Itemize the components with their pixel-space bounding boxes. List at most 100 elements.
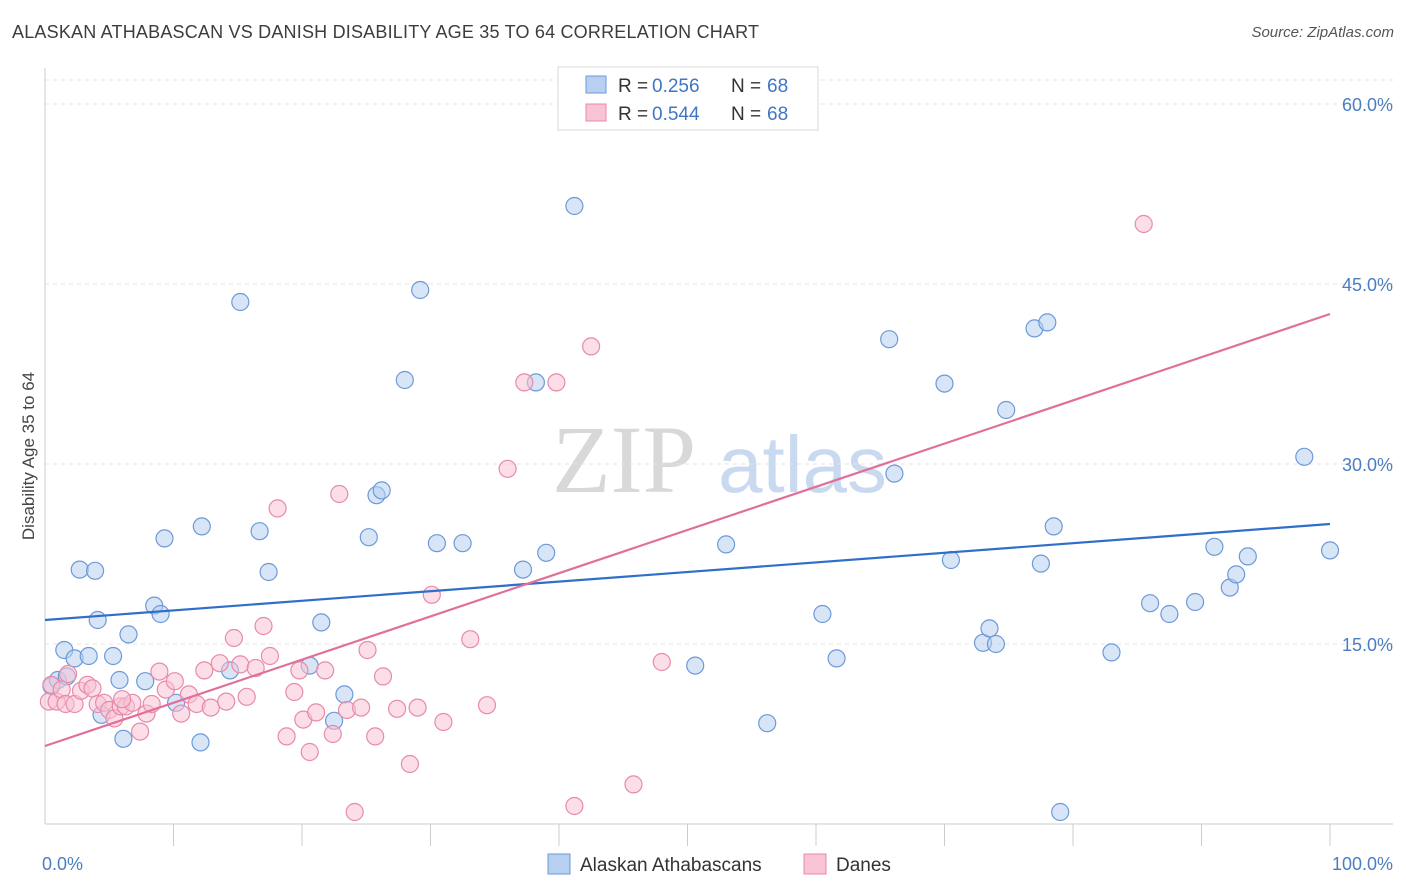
point-athabascan	[231, 292, 250, 312]
point-athabascan	[103, 646, 123, 666]
point-danes	[172, 704, 191, 723]
point-danes	[498, 459, 517, 478]
y-tick-label: 45.0%	[1342, 275, 1393, 295]
point-athabascan	[1185, 592, 1205, 612]
y-axis-label: Disability Age 35 to 64	[19, 372, 38, 540]
point-athabascan	[1295, 447, 1314, 466]
point-athabascan	[114, 729, 133, 748]
point-danes	[345, 802, 364, 822]
y-tick-label: 60.0%	[1342, 95, 1393, 115]
point-athabascan	[565, 196, 584, 216]
point-danes	[83, 679, 102, 698]
point-danes	[366, 727, 385, 746]
point-danes	[300, 742, 319, 762]
legend-n-label: N =	[731, 104, 761, 125]
point-danes	[565, 796, 584, 816]
point-danes	[237, 687, 256, 706]
point-athabascan	[941, 550, 961, 570]
point-athabascan	[192, 517, 211, 536]
point-danes	[150, 662, 169, 681]
point-athabascan	[372, 481, 391, 500]
point-athabascan	[259, 562, 278, 582]
point-athabascan	[427, 534, 446, 553]
point-athabascan	[359, 528, 378, 547]
point-danes	[581, 337, 601, 356]
point-athabascan	[686, 656, 705, 675]
point-danes	[624, 775, 643, 794]
trend-line-athabascan	[44, 522, 1331, 622]
y-tick-label: 30.0%	[1342, 455, 1393, 475]
legend-bottom: Alaskan Athabascans Danes	[547, 853, 891, 876]
tick-labels: 15.0% 30.0% 45.0% 60.0% 0.0% 100.0%	[42, 95, 1393, 874]
point-athabascan	[880, 330, 899, 349]
point-athabascan	[85, 561, 105, 580]
point-danes	[408, 698, 427, 717]
point-danes	[260, 646, 279, 666]
point-athabascan	[986, 634, 1006, 654]
legend-n-value: 68	[767, 104, 788, 125]
x-tick-label: 100.0%	[1332, 854, 1393, 874]
point-athabascan	[151, 604, 170, 624]
point-danes	[547, 373, 566, 392]
chart-title: ALASKAN ATHABASCAN VS DANISH DISABILITY …	[12, 22, 760, 42]
point-danes	[165, 672, 184, 691]
point-danes	[58, 664, 78, 684]
point-athabascan	[1031, 554, 1051, 573]
point-athabascan	[1038, 313, 1057, 332]
point-danes	[285, 682, 304, 702]
point-danes	[195, 661, 214, 680]
legend-r-value: 0.544	[652, 104, 700, 125]
point-athabascan	[885, 464, 904, 483]
point-athabascan	[1227, 565, 1246, 584]
point-danes	[254, 616, 273, 636]
legend-n-value: 68	[767, 76, 788, 97]
point-athabascan	[110, 670, 129, 690]
point-danes	[246, 658, 265, 678]
point-danes	[652, 652, 671, 672]
legend-top: R = 0.256 N = 68 R = 0.544 N = 68	[557, 66, 819, 131]
point-athabascan	[1320, 541, 1340, 560]
point-danes	[231, 655, 250, 674]
legend-r-label: R =	[618, 76, 648, 97]
watermark-zip: ZIP	[552, 406, 696, 513]
point-athabascan	[1044, 517, 1063, 536]
point-danes	[434, 712, 453, 732]
point-athabascan	[513, 560, 533, 579]
source-label: Source: ZipAtlas.com	[1251, 24, 1394, 41]
point-danes	[316, 661, 335, 680]
point-athabascan	[1205, 537, 1224, 556]
point-athabascan	[716, 535, 736, 554]
legend-swatch-athabascan	[585, 75, 607, 94]
point-athabascan	[997, 400, 1016, 420]
point-athabascan	[88, 610, 107, 630]
point-athabascan	[79, 646, 98, 666]
point-danes	[352, 698, 371, 717]
point-athabascan	[813, 604, 832, 624]
legend-label-danes: Danes	[836, 855, 891, 876]
point-athabascan	[980, 619, 999, 638]
legend-swatch-danes	[803, 853, 827, 875]
point-danes	[330, 484, 349, 504]
point-athabascan	[453, 534, 472, 553]
point-danes	[323, 724, 342, 744]
point-danes	[277, 727, 296, 746]
point-danes	[358, 640, 377, 660]
point-danes	[201, 698, 220, 717]
point-athabascan	[155, 529, 174, 548]
legend-swatch-danes	[585, 103, 607, 122]
point-danes	[477, 696, 497, 715]
point-athabascan	[335, 685, 354, 704]
point-athabascan	[1102, 643, 1121, 662]
point-athabascan	[1140, 594, 1160, 613]
point-danes	[217, 692, 236, 711]
point-danes	[422, 585, 441, 604]
point-athabascan	[411, 280, 430, 300]
point-athabascan	[537, 543, 556, 562]
point-athabascan	[191, 733, 210, 752]
point-athabascan	[136, 672, 155, 691]
point-danes	[210, 654, 229, 673]
trend-line-danes	[44, 312, 1331, 748]
point-athabascan	[1238, 547, 1257, 566]
point-athabascan	[935, 374, 954, 393]
